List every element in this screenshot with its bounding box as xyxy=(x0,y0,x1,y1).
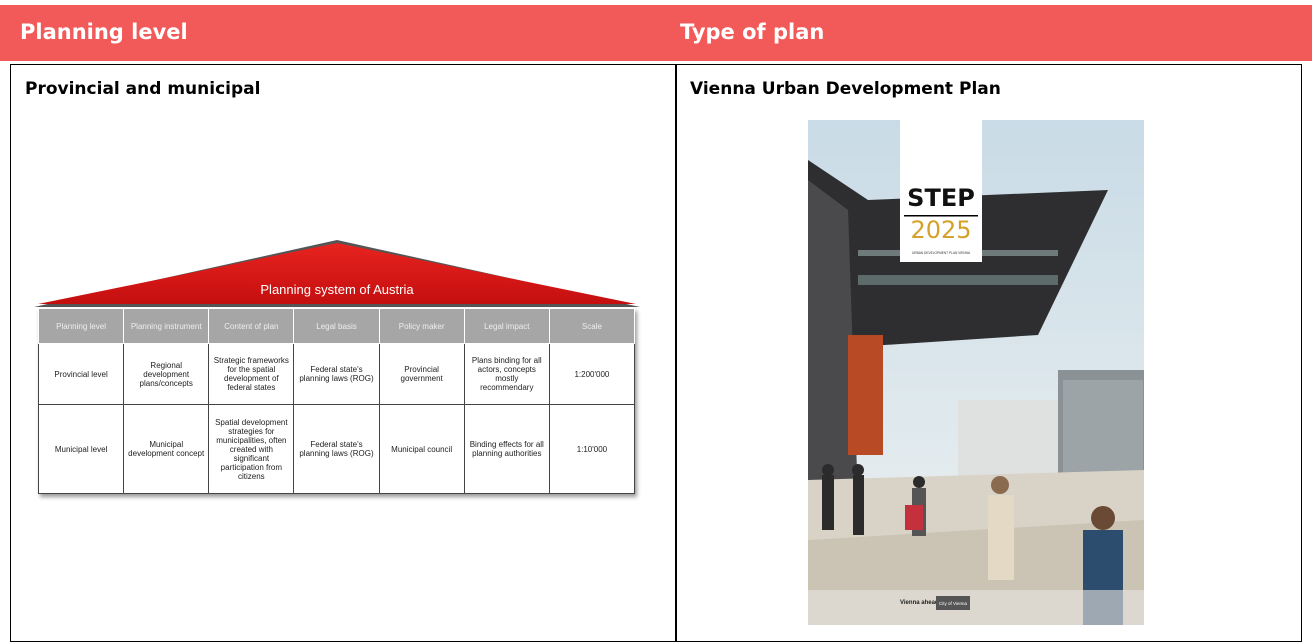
roof xyxy=(38,243,636,304)
table-cell: Federal state's planning laws (ROG) xyxy=(293,343,380,405)
planning-table: Planning level Planning instrument Content… xyxy=(37,308,636,494)
table-cell: 1:200'000 xyxy=(548,343,636,405)
column-header: Legal impact xyxy=(463,308,550,344)
column-header: Content of plan xyxy=(208,308,295,344)
header-row: Planning level Type of plan xyxy=(0,5,1312,61)
table-row: Provincial level Regional development pla… xyxy=(37,343,636,405)
column-header: Legal basis xyxy=(293,308,380,344)
cover-title: STEP xyxy=(907,184,975,212)
table-cell: Municipal development concept xyxy=(123,404,210,494)
column-header: Planning level xyxy=(37,308,125,344)
table-cell: Provincial government xyxy=(378,343,465,405)
cell-title: Vienna Urban Development Plan xyxy=(690,79,1001,99)
table-cell: Municipal level xyxy=(37,404,125,494)
table-cell: Federal state's planning laws (ROG) xyxy=(293,404,380,494)
table-cell: Strategic frameworks for the spatial dev… xyxy=(208,343,295,405)
cover-image: STEP 2025 URBAN DEVELOPMENT PLAN VIENNA … xyxy=(808,120,1144,625)
column-header: Policy maker xyxy=(378,308,465,344)
table-cell: Plans binding for all actors, concepts m… xyxy=(463,343,550,405)
cover-logo: City of Vienna xyxy=(939,601,967,606)
table-cell: Provincial level xyxy=(37,343,125,405)
cover-subtitle: URBAN DEVELOPMENT PLAN VIENNA xyxy=(912,251,971,255)
cell-title: Provincial and municipal xyxy=(25,79,261,99)
table-cell: Regional development plans/concepts xyxy=(123,343,210,405)
cover-year: 2025 xyxy=(910,216,971,244)
table-cell: 1:10'000 xyxy=(548,404,636,494)
diagram-title: Planning system of Austria xyxy=(260,282,414,297)
table-cell: Binding effects for all planning authori… xyxy=(463,404,550,494)
header-cell: Type of plan xyxy=(680,20,825,44)
column-header: Planning instrument xyxy=(123,308,210,344)
table-cell: Spatial development strategies for munic… xyxy=(208,404,295,494)
header-row: Planning level Planning instrument Content… xyxy=(37,308,636,344)
cover-logo: Vienna ahead xyxy=(900,600,939,606)
table-cell: Municipal council xyxy=(378,404,465,494)
header-cell: Planning level xyxy=(20,20,188,44)
table-row: Municipal level Municipal development con… xyxy=(37,404,636,494)
column-header: Scale xyxy=(548,308,636,344)
